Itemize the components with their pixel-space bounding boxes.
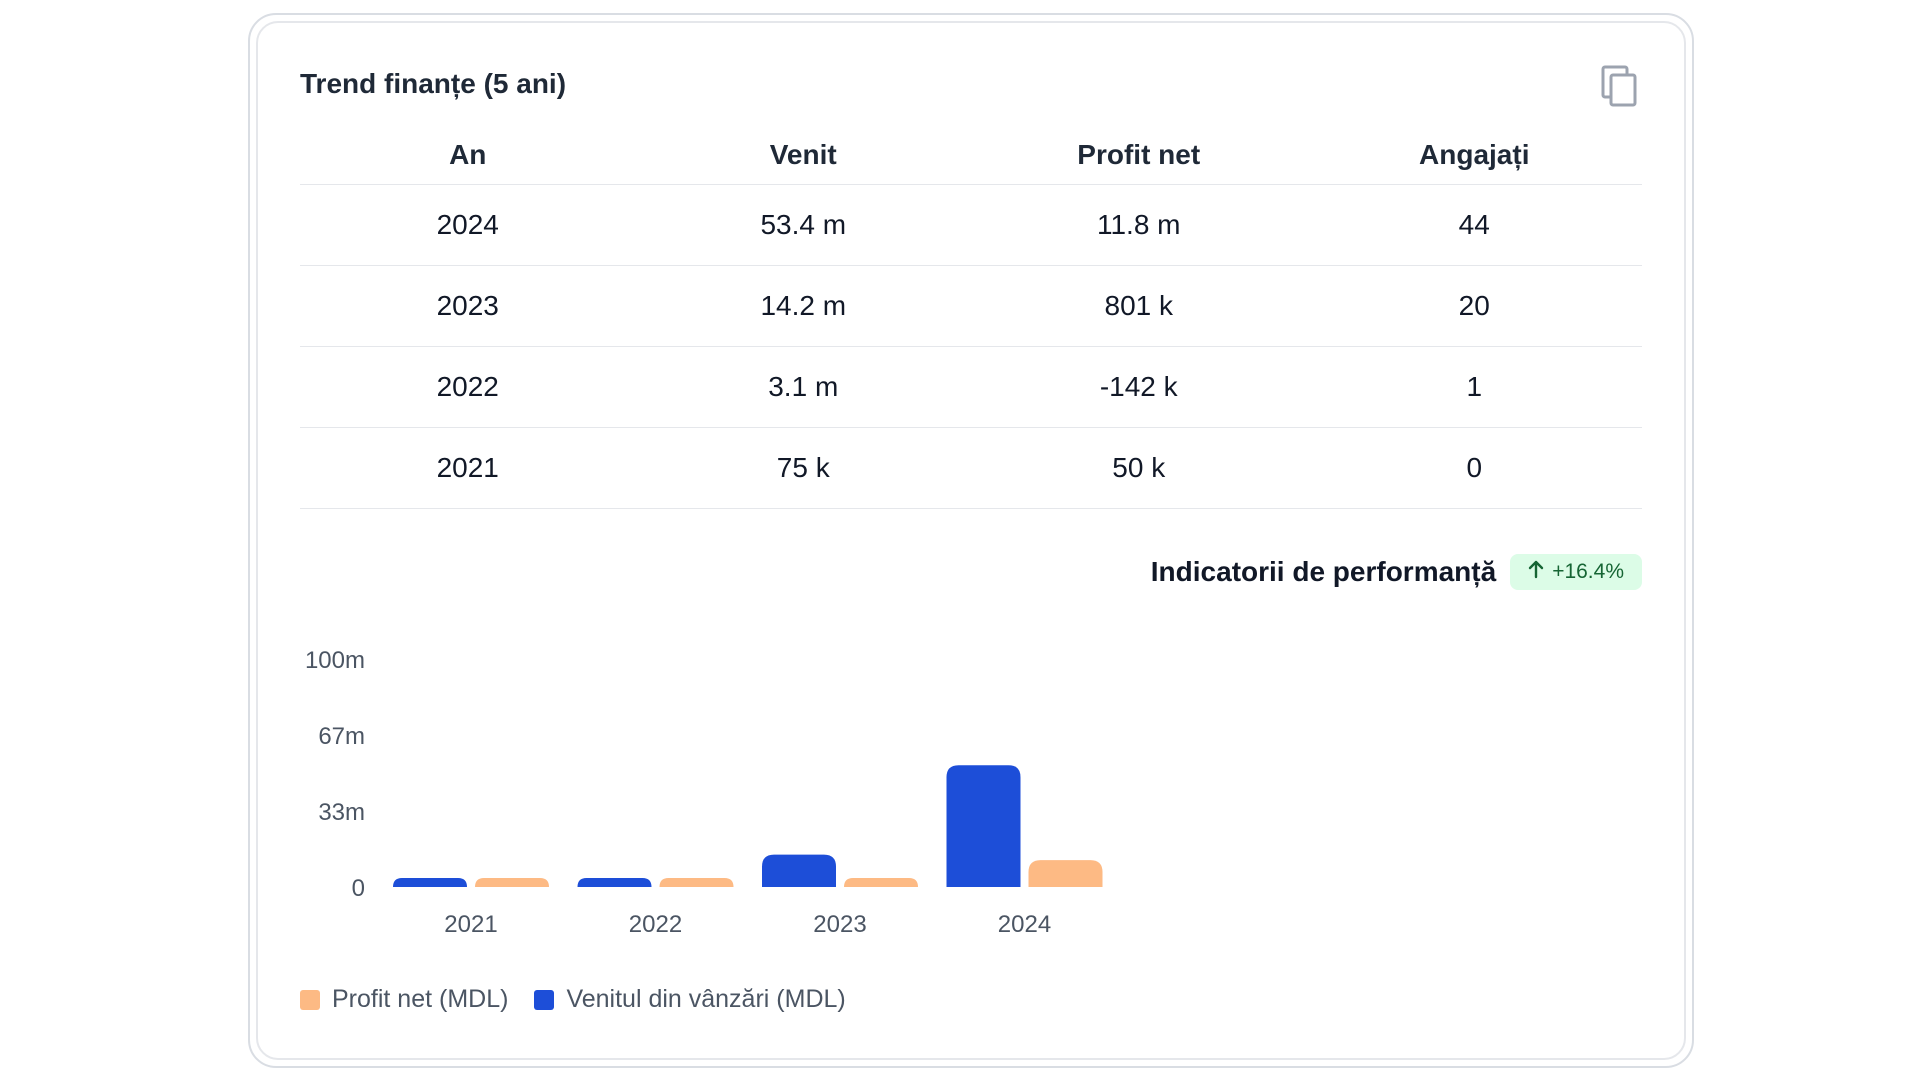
bar-net-profit[interactable] [844, 878, 918, 887]
cell-net-profit: 11.8 m [1096, 209, 1181, 240]
cell-revenue: 53.4 m [760, 209, 847, 240]
legend-item-revenue[interactable]: Venitul din vânzări (MDL) [534, 985, 846, 1014]
performance-label: Indicatorii de performanță [1150, 556, 1497, 587]
legend-swatch-revenue [534, 989, 555, 1010]
cell-net-profit: 801 k [1104, 290, 1174, 321]
table-row: 2023 14.2 m 801 k 20 [300, 266, 1642, 347]
column-header-revenue: Venit [769, 139, 837, 170]
bar-net-profit[interactable] [475, 878, 549, 887]
cell-net-profit: -142 k [1099, 371, 1178, 402]
cell-employees: 44 [1458, 209, 1490, 240]
legend-swatch-net-profit [300, 989, 320, 1010]
bar-revenue[interactable] [393, 878, 467, 887]
table-header-row: An Venit Profit net Angajați [300, 124, 1642, 185]
x-tick-label: 2022 [629, 911, 682, 938]
cell-employees: 20 [1458, 290, 1490, 321]
y-tick-label: 33m [318, 799, 365, 826]
bar-revenue[interactable] [762, 854, 836, 887]
performance-badge-value: +16.4% [1552, 560, 1624, 583]
column-header-net-profit: Profit net [1077, 139, 1201, 170]
bar-net-profit[interactable] [1028, 860, 1103, 887]
column-header-employees: Angajați [1419, 139, 1530, 170]
x-tick-label: 2024 [998, 911, 1051, 938]
cell-year: 2022 [436, 371, 499, 402]
y-tick-label: 0 [352, 875, 365, 902]
cell-year: 2021 [436, 452, 499, 483]
legend-item-net-profit[interactable]: Profit net (MDL) [300, 985, 508, 1014]
arrow-up-icon [1528, 559, 1544, 585]
cell-year: 2023 [436, 290, 499, 321]
card-title: Trend finanțe (5 ani) [300, 68, 567, 99]
cell-year: 2024 [436, 209, 499, 240]
legend-label-revenue: Venitul din vânzări (MDL) [566, 985, 846, 1013]
chart-legend: Profit net (MDL) Venitul din vânzări (MD… [300, 985, 846, 1014]
bar-revenue[interactable] [946, 765, 1021, 887]
column-header-year: An [449, 139, 487, 170]
performance-header: Indicatorii de performanță +16.4% [1020, 553, 1642, 591]
cell-revenue: 3.1 m [768, 371, 839, 402]
cell-revenue: 75 k [776, 452, 830, 483]
cell-employees: 0 [1466, 452, 1483, 483]
copy-icon[interactable] [1600, 63, 1640, 111]
table-row: 2021 75 k 50 k 0 [300, 428, 1642, 509]
cell-revenue: 14.2 m [760, 290, 847, 321]
performance-badge: +16.4% [1510, 554, 1642, 590]
bar-revenue[interactable] [577, 878, 652, 887]
table-row: 2022 3.1 m -142 k 1 [300, 347, 1642, 428]
finance-table: An Venit Profit net Angajați 2024 53.4 m… [300, 124, 1642, 509]
revenue-profit-bar-chart: 0 33m 67m 100m 2021 2022 2023 2024 [305, 647, 1103, 938]
cell-net-profit: 50 k [1112, 452, 1166, 483]
cell-employees: 1 [1466, 371, 1483, 402]
y-tick-label: 100m [305, 647, 365, 674]
x-tick-label: 2023 [813, 911, 866, 938]
legend-label-net-profit: Profit net (MDL) [332, 985, 509, 1013]
y-tick-label: 67m [318, 723, 365, 750]
table-row: 2024 53.4 m 11.8 m 44 [300, 185, 1642, 266]
x-tick-label: 2021 [444, 911, 497, 938]
bar-net-profit[interactable] [659, 878, 734, 887]
